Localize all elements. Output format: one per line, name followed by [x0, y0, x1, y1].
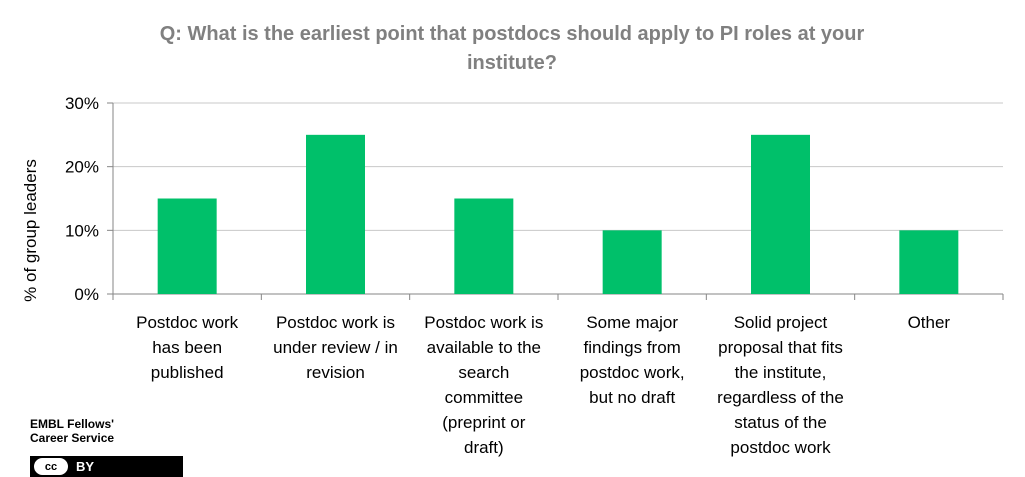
license-by-label: BY: [76, 459, 95, 474]
x-category-label-line: postdoc work: [730, 438, 831, 457]
y-tick-label: 10%: [65, 221, 99, 240]
x-category-label: Postdoc work has been published: [136, 313, 239, 382]
bar: [602, 230, 662, 294]
x-category-label-line: Postdoc work is: [424, 313, 543, 332]
y-tick-label: 0%: [74, 285, 99, 304]
x-category-label-line: findings from: [584, 338, 681, 357]
x-category-label-line: under review / in: [273, 338, 398, 357]
x-category-label-line: draft): [464, 438, 504, 457]
y-tick-label: 30%: [65, 94, 99, 113]
y-tick-label: 20%: [65, 158, 99, 177]
x-category-label-line: Solid project: [734, 313, 828, 332]
x-category-label-line: search: [458, 363, 509, 382]
organization-line-1: EMBL Fellows': [30, 417, 114, 431]
x-category-label-line: Other: [908, 313, 951, 332]
organization-line-2: Career Service: [30, 431, 115, 445]
x-category-label-line: available to the: [427, 338, 541, 357]
creative-commons-icon: cc: [34, 458, 68, 475]
x-category-label-line: published: [151, 363, 224, 382]
x-category-label-line: Some major: [586, 313, 678, 332]
chart-title-line: Q: What is the earliest point that postd…: [160, 23, 865, 45]
x-category-label-line: committee: [445, 388, 523, 407]
bar: [306, 134, 365, 294]
y-axis-label: % of group leaders: [21, 159, 40, 302]
x-category-label: Some major findings from postdoc work, but …: [580, 313, 685, 407]
bar: [454, 198, 514, 294]
organization-label: EMBL Fellows' Career Service: [30, 417, 114, 445]
chart-title-line: institute?: [467, 52, 557, 74]
x-category-label: Postdoc work is available to the search com…: [424, 313, 543, 457]
bar: [157, 198, 217, 294]
x-category-label-line: regardless of the: [717, 388, 844, 407]
x-category-label-line: Postdoc work is: [276, 313, 395, 332]
x-category-label-line: the institute,: [735, 363, 827, 382]
bar: [899, 230, 959, 294]
x-category-label-line: proposal that fits: [718, 338, 843, 357]
cc-by-license-badge: cc BY: [30, 456, 183, 477]
x-category-label-line: has been: [152, 338, 222, 357]
x-category-label-line: status of the: [734, 413, 827, 432]
x-category-label: Other: [908, 313, 951, 332]
x-category-label: Postdoc work is under review / in revision: [273, 313, 398, 382]
x-category-label-line: but no draft: [589, 388, 675, 407]
x-category-label: Solid project proposal that fits the insti…: [717, 313, 844, 457]
x-category-label-line: (preprint or: [442, 413, 525, 432]
x-category-label-line: revision: [306, 363, 365, 382]
x-category-label-line: Postdoc work: [136, 313, 239, 332]
bar: [751, 134, 810, 294]
x-category-label-line: postdoc work,: [580, 363, 685, 382]
